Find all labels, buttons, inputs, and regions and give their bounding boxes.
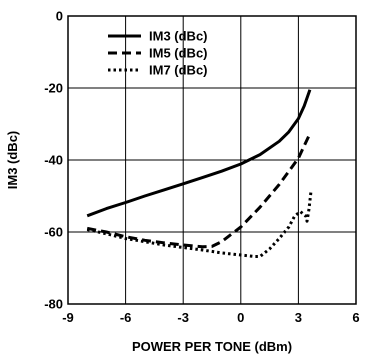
- y-axis-label: IM3 (dBc): [5, 131, 20, 190]
- x-tick-label: -6: [120, 310, 132, 325]
- plot-border: [67, 15, 357, 305]
- y-tick-label: 0: [56, 9, 63, 24]
- x-axis-label: POWER PER TONE (dBm): [132, 339, 292, 354]
- y-tick-label: -20: [44, 81, 63, 96]
- plot-frame: [67, 15, 357, 305]
- y-tick-label: -60: [44, 225, 63, 240]
- x-axis-ticks: -9 -6 -3 0 3 6: [62, 310, 359, 325]
- x-tick-label: -3: [177, 310, 189, 325]
- legend: IM3 (dBc) IM5 (dBc) IM7 (dBc): [108, 29, 208, 78]
- x-tick-label: 3: [295, 310, 302, 325]
- plot-series: [86, 89, 313, 258]
- series-line-im5: [86, 133, 312, 249]
- legend-label: IM3 (dBc): [149, 29, 208, 44]
- series-line-im3: [86, 89, 312, 218]
- series-line-im7: [86, 191, 313, 258]
- grid-lines: [68, 16, 356, 304]
- x-tick-label: -9: [62, 310, 74, 325]
- x-tick-label: 6: [352, 310, 359, 325]
- x-tick-label: 0: [237, 310, 244, 325]
- y-axis-ticks: -80 -60 -40 -20 0: [44, 9, 63, 312]
- y-tick-label: -80: [44, 297, 63, 312]
- legend-label: IM7 (dBc): [149, 63, 208, 78]
- y-tick-label: -40: [44, 153, 63, 168]
- legend-label: IM5 (dBc): [149, 46, 208, 61]
